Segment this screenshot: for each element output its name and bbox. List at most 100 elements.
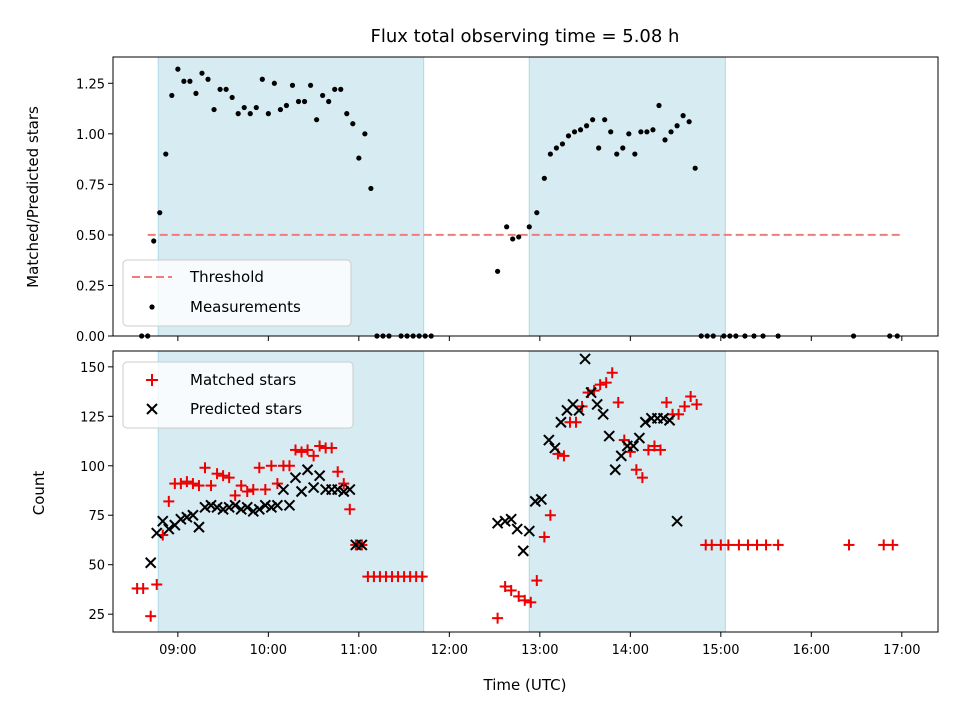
measurement-point (314, 117, 320, 123)
matched-star-point (265, 460, 277, 472)
predicted-star-point (609, 464, 621, 476)
measurement-point (608, 129, 614, 135)
y-tick-label: 0.50 (76, 229, 105, 244)
predicted-star-point (157, 515, 169, 527)
matched-star-point (630, 464, 642, 476)
measurement-point (259, 76, 265, 82)
predicted-star-point (229, 499, 241, 512)
matched-star-point (187, 478, 199, 490)
matched-star-point (843, 539, 855, 551)
measurement-point (650, 127, 656, 133)
y-tick-label: 150 (80, 361, 105, 376)
measurement-point (187, 78, 193, 84)
matched-star-point (531, 575, 543, 587)
matched-star-point (223, 472, 235, 484)
matched-star-point (199, 462, 211, 474)
measurements-legend-label: Measurements (190, 298, 301, 316)
predicted-star-point (301, 464, 314, 476)
top-panel: 0.00 0.25 0.50 0.75 1.00 1.25 Flux total obse… (24, 26, 939, 345)
x-tick-label: 13:00 (521, 643, 558, 658)
predicted-star-point (579, 353, 591, 365)
matched-star-point (259, 484, 271, 496)
predicted-star-point (591, 398, 603, 411)
measurement-point (526, 224, 532, 230)
y-tick-label: 1.00 (76, 128, 105, 143)
predicted-star-point (671, 515, 683, 527)
matched-star-point (636, 472, 648, 484)
measurements-legend-swatch (149, 304, 155, 310)
measurement-point (350, 121, 356, 127)
measurement-point (602, 117, 608, 123)
predicted-star-point (295, 485, 308, 498)
matched-star-point (525, 596, 537, 608)
measurement-point (656, 102, 662, 109)
matched-star-point (137, 582, 149, 594)
measurement-point (247, 111, 253, 117)
predicted-legend-label: Predicted stars (190, 400, 302, 418)
predicted-star-point (627, 440, 640, 452)
measurement-point (283, 102, 290, 109)
y-tick-label: 0.75 (76, 178, 105, 193)
x-axis-label: Time (UTC) (483, 676, 567, 694)
bottom-panel: 25 50 75 100 125 150 09:00 10:00 11:00 12:00 13:0… (30, 350, 939, 694)
matched-legend-label: Matched stars (190, 371, 296, 389)
matched-star-point (308, 450, 320, 462)
predicted-star-point (491, 517, 504, 529)
measurement-point (692, 165, 698, 171)
threshold-legend-label: Threshold (189, 268, 264, 286)
matched-star-point (338, 478, 350, 490)
x-tick-label: 10:00 (250, 643, 287, 658)
measurement-point (163, 151, 169, 157)
measurement-point (668, 129, 674, 135)
measurement-point (504, 224, 510, 230)
predicted-star-point (313, 469, 326, 482)
x-tick-label: 16:00 (793, 643, 830, 658)
matched-star-point (654, 444, 666, 456)
matched-star-point (289, 444, 301, 456)
matched-star-point (296, 446, 308, 458)
measurement-point (205, 76, 211, 82)
measurement-point (271, 80, 277, 86)
top-legend: Threshold Measurements (122, 259, 352, 327)
predicted-star-point (187, 509, 199, 521)
matched-star-point (544, 509, 556, 521)
matched-star-point (283, 460, 295, 472)
x-tick-label: 14:00 (612, 643, 649, 658)
matched-star-point (416, 571, 428, 583)
y-tick-label: 0.00 (76, 330, 105, 345)
measurement-point (344, 111, 350, 117)
top-axes-frame (112, 56, 939, 337)
bottom-legend: Matched stars Predicted stars (122, 361, 354, 429)
matched-star-point (673, 408, 685, 420)
bottom-legend-box (122, 361, 354, 429)
predicted-star-point (289, 471, 302, 484)
measurement-point (277, 106, 284, 113)
bottom-axes-frame (112, 350, 939, 633)
matched-star-point (642, 444, 654, 456)
y-tick-label: 25 (88, 608, 105, 623)
measurement-point (326, 98, 332, 105)
matched-legend-swatch (146, 374, 158, 386)
matched-star-point (519, 594, 531, 606)
measurement-point (169, 92, 175, 99)
matched-star-point (594, 379, 606, 391)
predicted-star-point (603, 430, 615, 442)
predicted-star-point (151, 527, 163, 539)
measurement-point (577, 127, 584, 133)
predicted-star-point (163, 523, 175, 535)
predicted-star-point (253, 503, 266, 516)
predicted-star-point (585, 386, 597, 399)
measurement-point (644, 129, 650, 135)
measurement-point (510, 236, 516, 242)
matched-star-point (570, 416, 582, 428)
y-tick-label: 75 (88, 509, 105, 524)
y-tick-label: 1.25 (76, 77, 105, 92)
bottom-y-axis-label: Count (30, 471, 48, 516)
predicted-star-point (505, 513, 517, 525)
matched-star-point (229, 489, 241, 501)
measurement-point (265, 111, 271, 117)
predicted-star-point (615, 450, 627, 462)
predicted-star-point (639, 416, 652, 428)
measurement-point (229, 94, 235, 101)
